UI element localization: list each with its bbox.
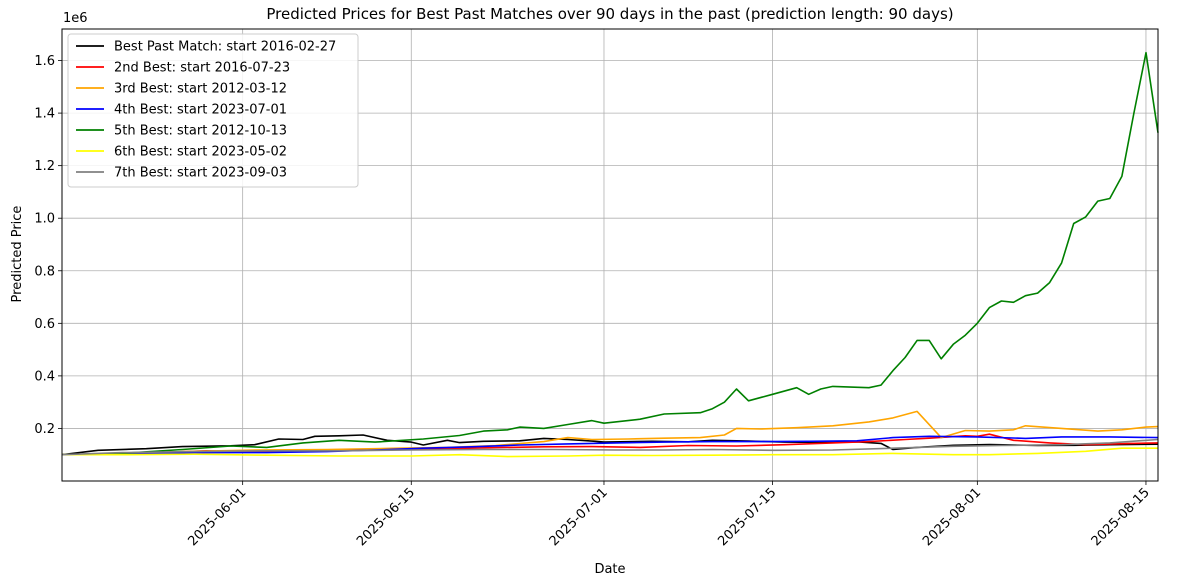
legend-label: 7th Best: start 2023-09-03 (114, 166, 287, 181)
y-tick-label: 0.4 (34, 369, 55, 384)
series-layer (61, 51, 1159, 458)
chart-title: Predicted Prices for Best Past Matches o… (266, 5, 953, 23)
y-tick-label: 0.2 (34, 422, 55, 437)
legend-box (67, 33, 359, 188)
legend-label: 5th Best: start 2012-10-13 (114, 124, 287, 139)
series-line-5 (61, 51, 1159, 456)
y-tick-label: 1.0 (34, 212, 55, 227)
y-tick-label: 1.2 (34, 159, 55, 174)
x-tick-label: 2025-07-01 (547, 485, 611, 549)
y-axis: 0.2 0.4 0.6 0.8 1.0 1.2 1.4 1.6 (34, 54, 62, 437)
legend-label: 6th Best: start 2023-05-02 (114, 145, 287, 160)
x-tick-label: 2025-06-15 (354, 485, 418, 549)
plot-frame (61, 28, 1159, 482)
series-line-3 (61, 410, 1159, 456)
x-axis-label: Date (594, 562, 625, 577)
legend-label: Best Past Match: start 2016-02-27 (114, 40, 336, 55)
series-line-7 (61, 438, 1159, 456)
y-tick-label: 1.6 (34, 54, 55, 69)
legend-label: 4th Best: start 2023-07-01 (114, 103, 287, 118)
x-tick-label: 2025-08-01 (920, 485, 984, 549)
x-tick-label: 2025-07-15 (715, 485, 779, 549)
y-offset-label: 1e6 (63, 11, 88, 26)
legend-label: 3rd Best: start 2012-03-12 (114, 82, 287, 97)
y-tick-label: 0.8 (34, 264, 55, 279)
series-line-6 (62, 447, 1158, 458)
x-tick-label: 2025-06-01 (185, 485, 249, 549)
series-line-4 (61, 435, 1159, 456)
y-axis-label: Predicted Price (10, 206, 25, 303)
x-tick-label: 2025-08-15 (1089, 485, 1153, 549)
x-axis: 2025-06-01 2025-06-15 2025-07-01 2025-07-15… (185, 481, 1153, 549)
y-tick-label: 0.6 (34, 317, 55, 332)
legend-label: 2nd Best: start 2016-07-23 (114, 61, 290, 76)
legend: Best Past Match: start 2016-02-27 2nd Bes… (67, 33, 359, 188)
y-tick-label: 1.4 (34, 107, 55, 122)
